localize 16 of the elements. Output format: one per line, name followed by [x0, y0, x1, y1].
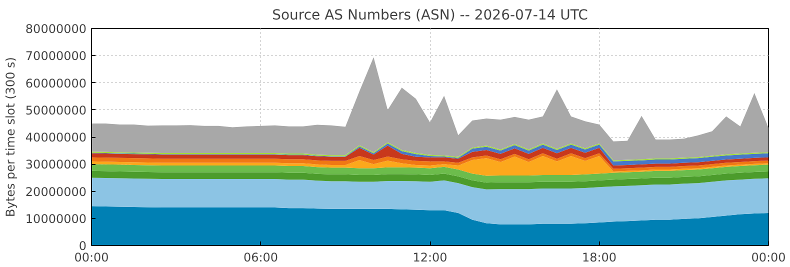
y-tick-label: 40000000 — [25, 130, 86, 144]
chart-title: Source AS Numbers (ASN) -- 2026-07-14 UTC — [272, 8, 588, 24]
y-axis-title: Bytes per time slot (300 s) — [3, 57, 18, 217]
y-tick-label: 70000000 — [25, 49, 86, 64]
y-tick-label: 10000000 — [25, 212, 86, 226]
x-tick-label: 00:00 — [751, 250, 786, 264]
x-tick-label: 06:00 — [243, 250, 278, 264]
y-tick-label: 60000000 — [25, 76, 86, 90]
x-tick-label: 18:00 — [582, 250, 617, 264]
y-tick-label: 0 — [78, 239, 87, 253]
y-tick-label: 50000000 — [25, 103, 86, 118]
x-tick-label: 00:00 — [74, 250, 109, 264]
y-tick-label: 30000000 — [25, 158, 86, 172]
y-tick-label: 80000000 — [25, 22, 86, 36]
y-tick-label: 20000000 — [25, 184, 86, 199]
x-tick-label: 12:00 — [412, 250, 448, 264]
